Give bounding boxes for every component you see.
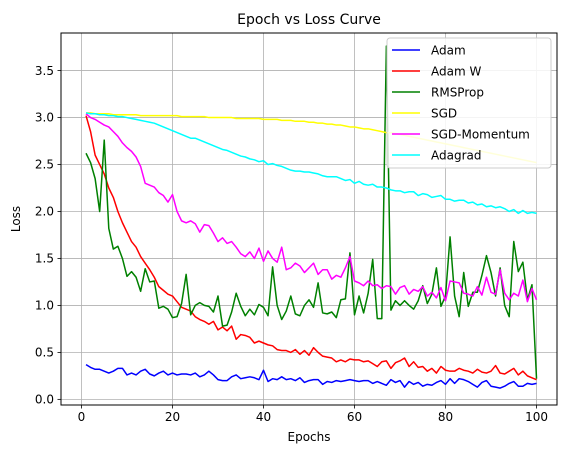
x-tick-label: 80 bbox=[438, 410, 453, 424]
legend-box bbox=[386, 37, 552, 169]
legend-label-adagrad: Adagrad bbox=[431, 149, 482, 163]
series-line-rmsprop bbox=[85, 45, 538, 379]
series-line-adam bbox=[85, 363, 537, 389]
x-tick-label: 60 bbox=[347, 410, 362, 424]
y-axis-ticks: 0.0 0.5 1.0 1.5 2.0 2.5 3.0 3.5 bbox=[35, 64, 61, 407]
legend-label-rmsprop: RMSProp bbox=[431, 86, 484, 100]
series-line-adam-w bbox=[85, 115, 537, 381]
y-axis-label: Loss bbox=[9, 206, 23, 232]
x-axis-ticks: 0 20 40 60 80 100 bbox=[78, 405, 548, 424]
y-tick-label: 0.0 bbox=[35, 393, 54, 407]
y-tick-label: 0.5 bbox=[35, 346, 54, 360]
chart-title: Epoch vs Loss Curve bbox=[237, 12, 381, 28]
y-tick-label: 2.5 bbox=[35, 158, 54, 172]
series-line-adagrad bbox=[85, 112, 537, 215]
legend: Adam Adam W RMSProp SGD SGD-Momentum Adagrad bbox=[386, 37, 552, 169]
plot-frame bbox=[60, 32, 558, 406]
y-tick-label: 3.5 bbox=[35, 64, 54, 78]
y-tick-label: 1.5 bbox=[35, 252, 54, 266]
legend-label-sgd: SGD bbox=[431, 107, 457, 121]
grid-lines bbox=[61, 33, 557, 405]
legend-label-adam: Adam bbox=[431, 44, 466, 58]
x-tick-label: 100 bbox=[525, 410, 548, 424]
x-tick-label: 40 bbox=[256, 410, 271, 424]
y-tick-label: 2.0 bbox=[35, 205, 54, 219]
y-tick-label: 3.0 bbox=[35, 111, 54, 125]
legend-label-sgd-momentum: SGD-Momentum bbox=[431, 128, 530, 142]
legend-label-adam-w: Adam W bbox=[431, 65, 481, 79]
series-line-sgd-momentum bbox=[85, 113, 538, 303]
x-tick-label: 20 bbox=[165, 410, 180, 424]
y-tick-label: 1.0 bbox=[35, 299, 54, 313]
x-axis-label: Epochs bbox=[288, 430, 331, 444]
series-lines bbox=[85, 45, 538, 389]
x-tick-label: 0 bbox=[78, 410, 86, 424]
